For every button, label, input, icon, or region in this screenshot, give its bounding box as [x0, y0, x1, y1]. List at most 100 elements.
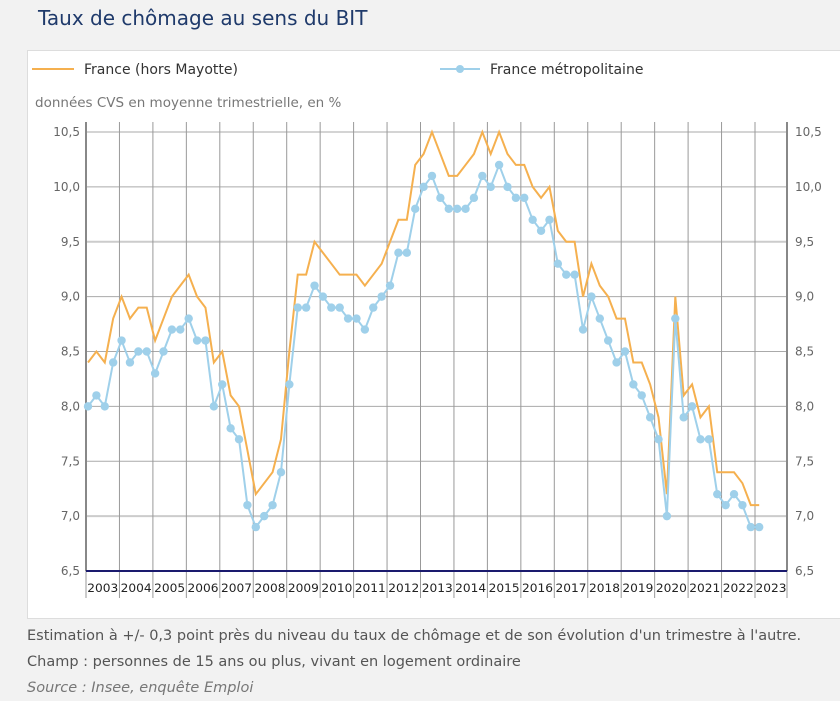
x-tick-label: 2012	[388, 581, 419, 595]
series-line-metropole	[87, 162, 760, 530]
data-point	[587, 292, 596, 301]
chart-subtitle: données CVS en moyenne trimestrielle, en…	[35, 95, 341, 111]
x-tick-label: 2013	[422, 581, 453, 595]
data-point	[721, 500, 730, 510]
x-tick-label: 2007	[221, 581, 252, 595]
data-point	[645, 413, 655, 422]
data-point	[637, 391, 646, 400]
x-tick-label: 2019	[622, 581, 653, 595]
legend-marker-blue	[456, 65, 464, 73]
note-estimation: Estimation à +/- 0,3 point près du nivea…	[27, 628, 802, 644]
data-point	[218, 380, 227, 389]
data-point	[360, 325, 370, 334]
data-point	[259, 511, 269, 521]
data-point	[545, 215, 554, 224]
x-tick-label: 2005	[154, 581, 185, 595]
data-point	[536, 226, 546, 235]
data-point	[369, 303, 378, 312]
data-point	[335, 303, 344, 312]
data-point	[478, 171, 487, 181]
data-point	[503, 182, 512, 192]
chart-panel	[27, 50, 840, 619]
data-point	[268, 500, 277, 510]
x-tick-label: 2008	[254, 581, 285, 595]
data-point	[150, 369, 160, 378]
data-point	[595, 314, 604, 323]
data-point	[713, 489, 722, 499]
data-point	[285, 380, 294, 389]
data-point	[100, 402, 109, 411]
data-point	[469, 193, 479, 203]
data-point	[612, 358, 621, 367]
x-tick-label: 2006	[188, 581, 219, 595]
data-point	[134, 347, 143, 356]
legend-label: France (hors Mayotte)	[84, 62, 238, 78]
x-tick-label: 2021	[689, 581, 720, 595]
x-tick-label: 2017	[556, 581, 587, 595]
data-point	[184, 314, 193, 323]
data-point	[755, 522, 764, 532]
y-tick-label-left: 9,5	[61, 235, 80, 249]
data-point	[687, 402, 697, 411]
data-point	[444, 204, 453, 214]
data-point	[696, 435, 705, 444]
data-point	[436, 193, 445, 203]
y-tick-label-left: 8,0	[61, 399, 80, 413]
data-point	[620, 347, 630, 356]
note-source: Source : Insee, enquête Emploi	[27, 680, 254, 696]
data-point	[578, 325, 588, 334]
x-tick-label: 2004	[121, 581, 152, 595]
data-point	[427, 171, 437, 181]
y-tick-label-right: 7,0	[795, 509, 814, 523]
legend-label: France métropolitaine	[490, 62, 643, 78]
data-point	[402, 248, 412, 257]
data-point	[629, 380, 638, 389]
data-point	[142, 347, 151, 356]
data-point	[352, 314, 361, 323]
data-point	[461, 204, 470, 214]
data-point	[562, 270, 571, 279]
data-point	[704, 435, 714, 444]
y-tick-label-right: 8,0	[795, 399, 814, 413]
x-tick-label: 2010	[321, 581, 352, 595]
data-point	[494, 160, 504, 170]
data-point	[327, 303, 336, 312]
x-tick-label: 2016	[522, 581, 553, 595]
y-tick-label-right: 6,5	[795, 564, 814, 578]
y-tick-label-left: 6,5	[61, 564, 80, 578]
data-point	[108, 358, 118, 367]
x-tick-label: 2020	[656, 581, 687, 595]
data-point	[411, 204, 420, 214]
data-point	[234, 435, 244, 444]
x-tick-label: 2009	[288, 581, 319, 595]
y-tick-label-left: 7,5	[61, 454, 80, 468]
data-point	[662, 511, 672, 521]
x-tick-label: 2003	[87, 581, 118, 595]
data-point	[293, 303, 302, 312]
data-point	[746, 522, 756, 532]
x-tick-label: 2014	[455, 581, 486, 595]
x-tick-label: 2015	[489, 581, 520, 595]
data-point	[176, 325, 185, 334]
y-tick-label-left: 8,5	[61, 345, 80, 359]
data-point	[385, 281, 395, 290]
data-point	[419, 182, 428, 192]
data-point	[310, 281, 319, 290]
data-point	[603, 336, 613, 345]
data-point	[729, 489, 739, 499]
series-line-france	[87, 129, 760, 507]
data-point	[125, 358, 135, 367]
x-tick-label: 2018	[589, 581, 620, 595]
data-point	[159, 347, 168, 356]
y-tick-label-right: 9,0	[795, 290, 814, 304]
data-point	[343, 314, 353, 323]
data-point	[83, 402, 93, 411]
data-point	[394, 248, 403, 257]
data-point	[226, 424, 235, 433]
data-point	[301, 303, 311, 312]
y-tick-label-right: 10,5	[795, 125, 822, 139]
data-point	[654, 435, 663, 444]
y-tick-label-left: 9,0	[61, 290, 80, 304]
y-tick-label-left: 10,0	[53, 180, 80, 194]
data-point	[671, 314, 680, 323]
